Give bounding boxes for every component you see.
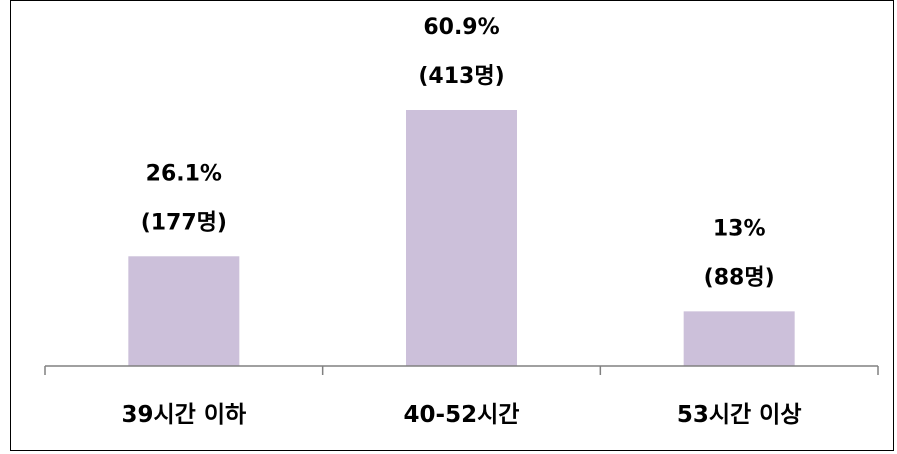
bar [683,311,795,366]
x-tick-label: 53시간 이상 [677,402,802,428]
category-labels-group: 39시간 이하 40-52시간 53시간 이상 [122,402,802,428]
x-tick-label: 39시간 이하 [122,402,247,428]
bar [406,110,517,366]
data-labels-group: 26.1% (177명) 60.9% (413명) 13% (88명) [141,15,775,290]
x-tick-label: 40-52시간 [404,402,520,428]
x-axis-ticks [44,366,879,375]
data-label-percent: 26.1% [146,161,222,186]
data-label-count: (177명) [141,210,227,235]
bars-group [128,110,795,366]
data-label-percent: 13% [713,216,766,241]
bar [128,256,240,366]
data-label-percent: 60.9% [423,15,499,40]
data-label-count: (413명) [418,64,504,89]
data-label-count: (88명) [704,265,775,290]
